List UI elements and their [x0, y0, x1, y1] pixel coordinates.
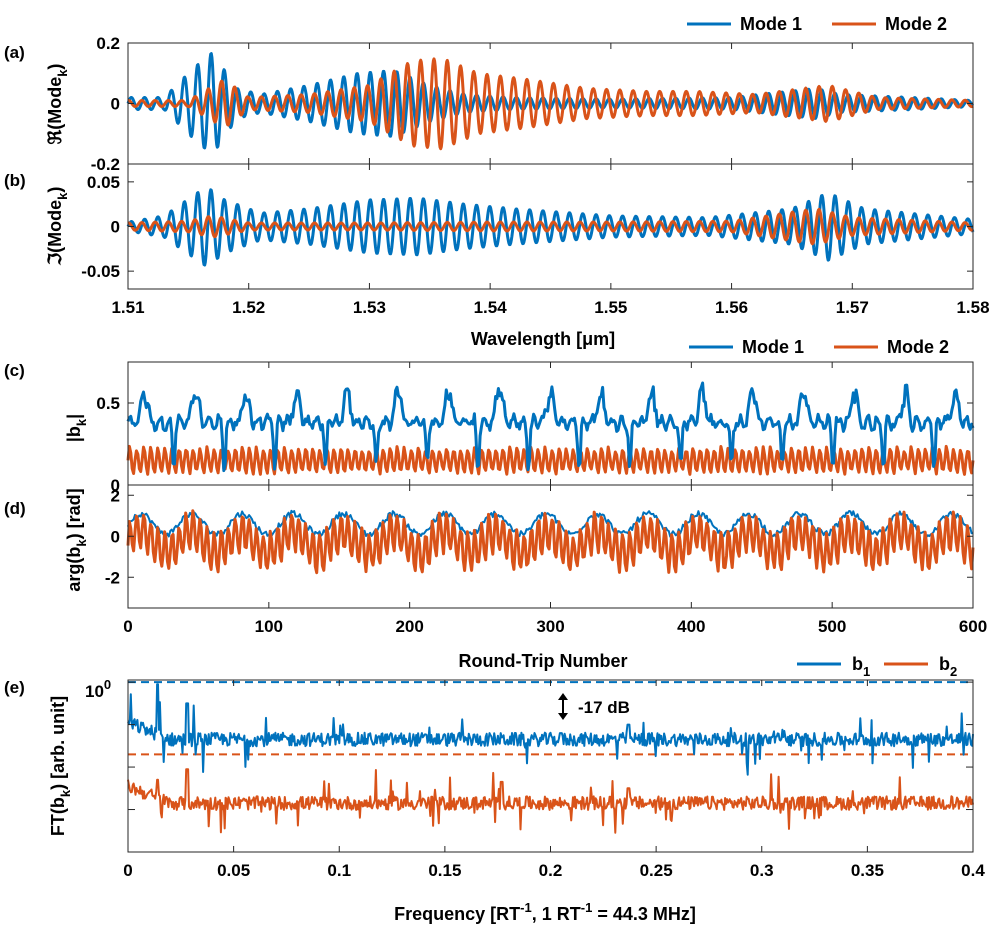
ytick-label: 0: [111, 527, 120, 546]
panel-b-series: [126, 188, 975, 267]
xtick-label: 1.53: [353, 298, 386, 317]
ytick-label: -0.05: [81, 262, 120, 281]
panel-e-ytick-top: 100: [85, 677, 111, 701]
panel-e-label: (e): [4, 678, 25, 697]
panel-e-series: [127, 681, 974, 834]
xtick-label: 1.52: [232, 298, 265, 317]
legend-top: Mode 1 Mode 2: [687, 14, 947, 34]
panel-e-ylabel: FT(bk) [arb. unit]: [48, 696, 73, 836]
xtick-label: 0.15: [428, 861, 461, 880]
series-mode2: [127, 57, 974, 151]
panel-b-label: (b): [4, 171, 26, 190]
legend-label-mode1: Mode 1: [742, 337, 804, 357]
panel-b: -0.05 0 0.05 1.51 1.52 1.53 1.54 1.55 1.56 1.57 1.…: [4, 163, 990, 349]
xtick-label: 1.56: [715, 298, 748, 317]
xtick-label: 0.35: [851, 861, 884, 880]
legend-label-b1: b1: [852, 654, 870, 679]
legend-label-mode2: Mode 2: [887, 337, 949, 357]
xtick-label: 0: [123, 617, 132, 636]
series-mode2: [126, 509, 975, 575]
panel-e-frame: [127, 679, 974, 853]
panel-c-ticks: 00.5: [96, 362, 974, 495]
panel-c-label: (c): [4, 361, 25, 380]
ytick-label: 0: [111, 218, 120, 237]
xtick-label: 1.54: [474, 298, 508, 317]
series-mode2: [126, 444, 975, 476]
xtick-label: 600: [959, 617, 987, 636]
xtick-label: 400: [677, 617, 705, 636]
panel-a-series: [126, 52, 975, 151]
ytick-label: 0.05: [87, 173, 120, 192]
panel-b-xlabel: Wavelength [μm]: [471, 329, 615, 349]
panel-d-ylabel: arg(bk) [rad]: [64, 488, 89, 591]
xtick-label: 0.4: [961, 861, 985, 880]
xtick-label: 0.2: [539, 861, 563, 880]
xtick-label: 100: [255, 617, 283, 636]
series-mode1: [126, 381, 975, 473]
ytick-label: 0: [111, 95, 120, 114]
panel-b-ylabel: ℑ(Modek): [45, 187, 70, 267]
panel-d: -2 0 2 0 100 200 300 400 500 600 (d) arg(bk) [rad…: [4, 484, 987, 671]
legend-label-mode1: Mode 1: [740, 14, 802, 34]
xtick-label: 1.55: [594, 298, 627, 317]
annotation-arrowhead-top: [558, 693, 568, 700]
xtick-label: 0: [123, 861, 132, 880]
annotation-17db: -17 dB: [558, 693, 630, 720]
xtick-label: 1.57: [836, 298, 869, 317]
panel-a-label: (a): [4, 43, 25, 62]
series-b1: [127, 683, 974, 776]
xtick-label: 200: [395, 617, 423, 636]
xtick-label: 1.51: [111, 298, 144, 317]
panel-e: 0 0.05 0.1 0.15 0.2 0.25 0.3 0.35 0.4 (e) FT(bk)…: [4, 677, 985, 924]
panel-e-xlabel: Frequency [RT-1, 1 RT-1 = 44.3 MHz]: [394, 900, 696, 924]
legend-bottom: b1 b2: [797, 654, 957, 679]
xtick-label: 0.25: [640, 861, 673, 880]
series-mode1: [126, 188, 975, 267]
panel-a: -0.2 0 0.2 (a) ℜ(Modek): [4, 34, 975, 174]
xtick-label: 500: [818, 617, 846, 636]
annotation-label: -17 dB: [578, 698, 630, 717]
series-b2: [127, 768, 974, 834]
panel-b-ticks: -0.05 0 0.05 1.51 1.52 1.53 1.54 1.55 1.56 1.57 1.…: [81, 164, 990, 317]
xtick-label: 0.1: [327, 861, 351, 880]
xtick-label: 0.05: [217, 861, 250, 880]
panel-d-label: (d): [4, 499, 26, 518]
panel-d-series: [126, 509, 975, 575]
xtick-label: 300: [536, 617, 564, 636]
panel-e-ticks: 0 0.05 0.1 0.15 0.2 0.25 0.3 0.35 0.4: [123, 680, 985, 880]
series-mode2: [127, 207, 974, 246]
panel-c-ylabel: |bk|: [64, 414, 89, 442]
legend-label-b2: b2: [939, 654, 957, 679]
legend-label-mode2: Mode 2: [885, 14, 947, 34]
legend-middle: Mode 1 Mode 2: [689, 337, 949, 357]
ytick-label: 0.2: [96, 34, 120, 53]
panel-c-series: [126, 381, 975, 476]
ytick-label: -0.2: [91, 155, 120, 174]
xtick-label: 1.58: [956, 298, 989, 317]
panel-d-ticks: -2 0 2 0 100 200 300 400 500 600: [105, 485, 987, 636]
annotation-arrowhead-bottom: [558, 713, 568, 720]
ytick-label: 0: [111, 476, 120, 495]
ytick-label: 2: [111, 486, 120, 505]
panel-d-xlabel: Round-Trip Number: [459, 651, 628, 671]
xtick-label: 0.3: [750, 861, 774, 880]
panel-a-ylabel: ℜ(Modek): [45, 64, 70, 145]
ytick-label: -2: [105, 568, 120, 587]
ytick-label: 0.5: [96, 394, 120, 413]
panel-c: 00.5 (c) |bk|: [4, 361, 975, 495]
